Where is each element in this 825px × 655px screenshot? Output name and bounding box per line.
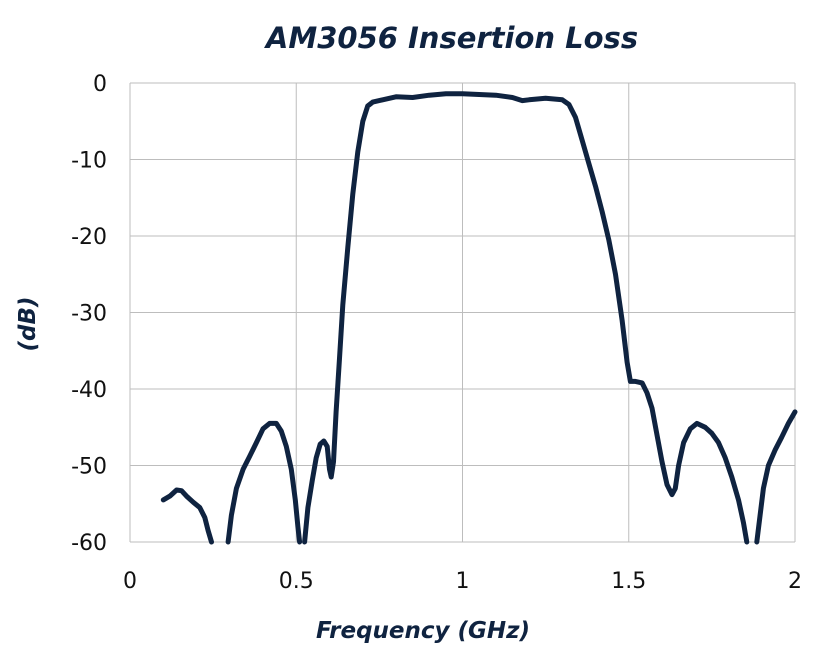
y-tick-label-6: -60 <box>71 531 107 556</box>
x-tick-label-0: 0 <box>123 569 137 594</box>
y-axis-label: (dB) <box>15 296 41 351</box>
x-tick-label-3: 1.5 <box>611 569 646 594</box>
axes: 0 -10 -20 -30 -40 -50 -60 0 0.5 1 1.5 2 <box>71 72 802 594</box>
x-tick-label-4: 2 <box>788 569 802 594</box>
y-tick-label-2: -20 <box>71 225 107 250</box>
y-tick-label-0: 0 <box>93 72 107 97</box>
y-tick-label-4: -40 <box>71 378 107 403</box>
series-0-segment-0 <box>160 487 214 545</box>
y-tick-label-5: -50 <box>71 455 107 480</box>
x-tick-label-2: 1 <box>456 569 470 594</box>
x-tick-label-1: 0.5 <box>279 569 314 594</box>
series-0-segment-1 <box>225 420 303 545</box>
grid <box>129 82 796 543</box>
series-0-segment-2 <box>302 91 750 545</box>
x-axis-label: Frequency (GHz) <box>316 618 530 644</box>
y-tick-label-3: -30 <box>71 302 107 327</box>
series-0-segment-3 <box>754 409 798 545</box>
y-tick-label-1: -10 <box>71 149 107 174</box>
chart-title: AM3056 Insertion Loss <box>264 21 638 55</box>
series-group <box>160 91 798 545</box>
